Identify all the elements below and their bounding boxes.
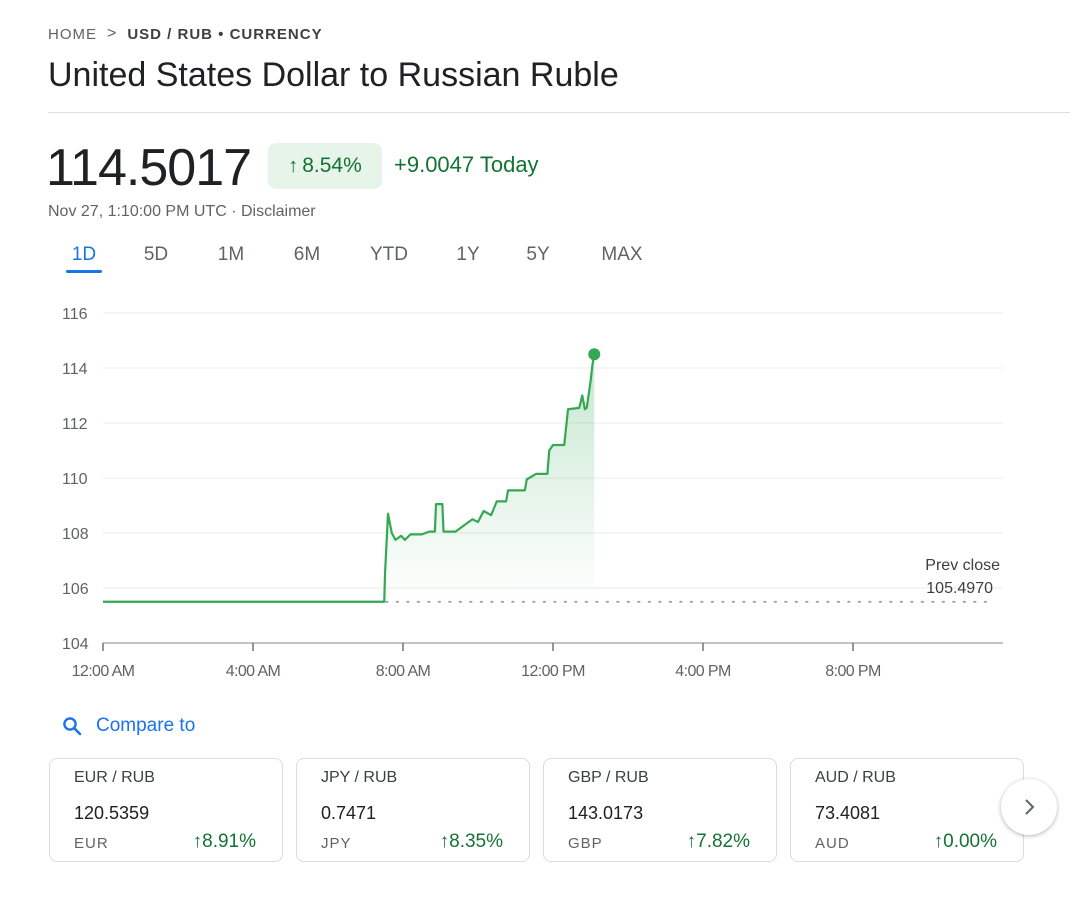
card-change: ↑7.82%: [687, 831, 750, 853]
x-tick-label: 4:00 AM: [226, 663, 281, 680]
change-percent-badge: ↑ 8.54%: [268, 143, 382, 189]
y-tick-label: 110: [62, 471, 88, 488]
quote-timestamp: Nov 27, 1:10:00 PM UTC · Disclaimer: [48, 203, 316, 220]
tab-max[interactable]: MAX: [601, 244, 643, 265]
current-price: 114.5017: [46, 139, 252, 197]
card-change-value: 8.35%: [449, 831, 503, 852]
card-rate: 73.4081: [815, 803, 881, 823]
x-tick-label: 12:00 PM: [521, 663, 585, 680]
card-change-value: 8.91%: [202, 831, 256, 852]
tab-1m[interactable]: 1M: [217, 244, 245, 265]
card-pair: EUR / RUB: [74, 769, 155, 786]
card-change-value: 0.00%: [943, 831, 997, 852]
chevron-right-icon: [1025, 799, 1035, 815]
tab-1y[interactable]: 1Y: [456, 244, 480, 265]
y-tick-label: 116: [62, 306, 88, 323]
chevron-right-icon: >: [107, 25, 118, 42]
breadcrumb: HOME > USD / RUB • CURRENCY: [48, 24, 323, 44]
y-tick-label: 112: [62, 416, 88, 433]
x-tick-label: 4:00 PM: [675, 663, 731, 680]
compare-to-label: Compare to: [96, 715, 196, 736]
card-change: ↑0.00%: [934, 831, 997, 853]
x-tick-label: 8:00 PM: [825, 663, 881, 680]
tab-6m[interactable]: 6M: [293, 244, 321, 265]
card-pair: JPY / RUB: [321, 769, 398, 786]
page-title: United States Dollar to Russian Ruble: [48, 56, 619, 94]
current-price-dot: [588, 348, 601, 361]
title-divider: [48, 112, 1070, 113]
y-tick-label: 108: [62, 526, 89, 543]
x-tick-label: 12:00 AM: [72, 663, 135, 680]
prev-close-value: 105.4970: [926, 580, 993, 597]
card-change: ↑8.91%: [193, 831, 256, 853]
next-cards-button[interactable]: [1001, 779, 1057, 835]
card-pair: GBP / RUB: [568, 769, 649, 786]
arrow-up-icon: ↑: [192, 831, 203, 852]
compare-card-eur-rub[interactable]: EUR / RUB 120.5359 EUR ↑8.91%: [49, 758, 283, 862]
prev-close-label: Prev close: [925, 557, 1000, 574]
tab-1d[interactable]: 1D: [71, 244, 97, 265]
y-tick-label: 104: [62, 636, 89, 653]
breadcrumb-home[interactable]: HOME: [48, 25, 97, 43]
card-currency-code: JPY: [321, 835, 352, 852]
tab-5y[interactable]: 5Y: [526, 244, 550, 265]
tab-ytd[interactable]: YTD: [370, 244, 408, 265]
card-pair: AUD / RUB: [815, 769, 896, 786]
price-area: [384, 354, 595, 602]
card-currency-code: AUD: [815, 835, 850, 852]
card-rate: 143.0173: [568, 803, 644, 823]
card-currency-code: EUR: [74, 835, 109, 852]
compare-card-gbp-rub[interactable]: GBP / RUB 143.0173 GBP ↑7.82%: [543, 758, 777, 862]
arrow-up-icon: ↑: [288, 154, 299, 177]
card-rate: 120.5359: [74, 803, 150, 823]
price-chart[interactable]: 104 106 108 110 112 114 116 12:00 AM 4:00 AM 8:00…: [0, 290, 1070, 695]
change-percent: 8.54%: [302, 154, 362, 177]
arrow-up-icon: ↑: [933, 831, 944, 852]
search-icon: [63, 717, 82, 736]
arrow-up-icon: ↑: [686, 831, 697, 852]
x-tick-label: 8:00 AM: [376, 663, 431, 680]
change-today: +9.0047 Today: [394, 152, 539, 177]
tab-5d[interactable]: 5D: [143, 244, 169, 265]
y-tick-label: 106: [62, 581, 89, 598]
card-currency-code: GBP: [568, 835, 603, 852]
breadcrumb-current: USD / RUB • CURRENCY: [127, 25, 323, 43]
arrow-up-icon: ↑: [439, 831, 450, 852]
compare-card-jpy-rub[interactable]: JPY / RUB 0.7471 JPY ↑8.35%: [296, 758, 530, 862]
card-rate: 0.7471: [321, 803, 377, 823]
card-change: ↑8.35%: [440, 831, 503, 853]
active-tab-indicator: [66, 270, 102, 273]
price-line: [103, 354, 596, 603]
y-tick-label: 114: [62, 361, 88, 378]
card-change-value: 7.82%: [696, 831, 750, 852]
compare-to-button[interactable]: Compare to: [62, 712, 195, 740]
compare-card-aud-rub[interactable]: AUD / RUB 73.4081 AUD ↑0.00%: [790, 758, 1024, 862]
